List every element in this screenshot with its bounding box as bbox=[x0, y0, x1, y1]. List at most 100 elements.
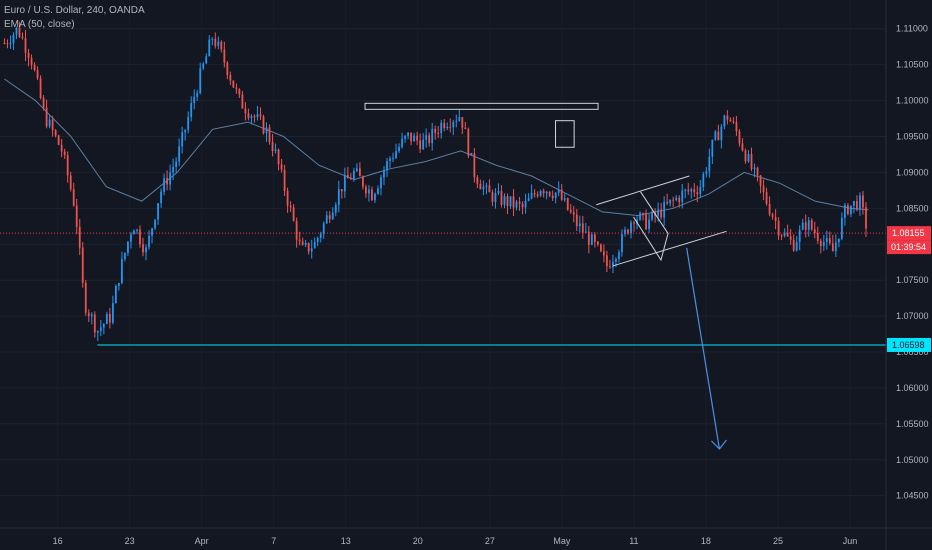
candle-body bbox=[630, 222, 632, 234]
resistance-zone[interactable] bbox=[364, 102, 599, 110]
candle-body bbox=[759, 175, 762, 186]
candle-body bbox=[18, 27, 21, 37]
y-tick-label: 1.11000 bbox=[896, 24, 928, 34]
candle-body bbox=[699, 187, 702, 195]
candle-body bbox=[527, 198, 530, 201]
countdown-tag bbox=[887, 240, 931, 255]
candle-body bbox=[554, 192, 557, 199]
projection-arrow[interactable] bbox=[686, 247, 721, 450]
candle-body bbox=[190, 103, 193, 118]
candle-body bbox=[187, 117, 190, 130]
candle-body bbox=[39, 78, 42, 99]
candle-body bbox=[753, 167, 756, 169]
drawings-layer[interactable] bbox=[0, 102, 886, 450]
candle-body bbox=[494, 193, 497, 202]
candle-body bbox=[425, 135, 428, 140]
candle-body bbox=[337, 189, 340, 205]
candle-body bbox=[157, 203, 159, 220]
candle-body bbox=[533, 193, 536, 195]
candle-body bbox=[142, 244, 144, 253]
candle-body bbox=[639, 213, 641, 220]
candle-body bbox=[672, 199, 675, 201]
flag-pattern[interactable] bbox=[633, 191, 669, 262]
candle-body bbox=[609, 266, 611, 268]
candle-body bbox=[48, 119, 51, 127]
candle-body bbox=[584, 231, 587, 233]
candle-body bbox=[633, 222, 635, 224]
candle-body bbox=[262, 116, 265, 134]
y-tick-label: 1.05000 bbox=[896, 455, 929, 465]
symbol-title: Euro / U.S. Dollar, 240, OANDA bbox=[4, 5, 145, 16]
candle-body bbox=[587, 231, 590, 245]
x-tick-label: Apr bbox=[195, 536, 209, 546]
candle-body bbox=[340, 189, 343, 192]
candle-body bbox=[118, 283, 120, 286]
candle-body bbox=[151, 228, 153, 236]
candle-body bbox=[708, 156, 711, 172]
candle-body bbox=[328, 215, 331, 220]
candle-body bbox=[3, 43, 6, 45]
arrow-head bbox=[711, 439, 727, 450]
candle-body bbox=[220, 41, 223, 50]
channel-upper-line[interactable] bbox=[596, 175, 690, 206]
x-tick-label: 25 bbox=[773, 536, 783, 546]
candle-body bbox=[548, 191, 551, 196]
high-box[interactable] bbox=[555, 120, 575, 148]
candle-body bbox=[865, 207, 867, 229]
y-tick-label: 1.05500 bbox=[896, 419, 929, 429]
candle-body bbox=[461, 117, 464, 128]
candle-body bbox=[51, 119, 54, 131]
candle-body bbox=[615, 258, 617, 262]
candle-body bbox=[831, 243, 834, 252]
candle-body bbox=[331, 212, 334, 220]
candle-body bbox=[283, 169, 286, 192]
candle-body bbox=[702, 173, 705, 188]
ema-line bbox=[4, 78, 869, 217]
candle-body bbox=[130, 234, 132, 242]
candle-body bbox=[250, 116, 253, 118]
candle-body bbox=[12, 34, 15, 44]
candle-body bbox=[371, 189, 373, 201]
candle-body bbox=[358, 168, 361, 177]
candle-body bbox=[729, 119, 732, 122]
candle-body bbox=[208, 39, 211, 57]
candle-body bbox=[99, 327, 102, 331]
candle-body bbox=[792, 239, 795, 251]
candle-body bbox=[479, 183, 482, 190]
candle-body bbox=[834, 242, 837, 252]
candle-body bbox=[362, 176, 364, 187]
candle-body bbox=[822, 242, 825, 247]
candle-body bbox=[42, 98, 45, 108]
candle-body bbox=[325, 215, 328, 224]
candle-body bbox=[45, 107, 48, 127]
candle-body bbox=[24, 38, 27, 53]
candle-body bbox=[744, 150, 747, 162]
y-tick-label: 1.07000 bbox=[896, 311, 929, 321]
candle-body bbox=[316, 237, 319, 243]
candle-body bbox=[407, 132, 409, 136]
candle-body bbox=[60, 144, 63, 152]
candle-body bbox=[365, 186, 367, 194]
candle-body bbox=[127, 241, 129, 253]
candle-body bbox=[66, 155, 69, 176]
current-price-tag bbox=[887, 226, 931, 241]
candle-body bbox=[816, 233, 819, 241]
candle-body bbox=[804, 222, 807, 230]
candle-body bbox=[352, 170, 355, 180]
candle-body bbox=[780, 235, 783, 237]
candle-body bbox=[380, 177, 382, 189]
candle-body bbox=[244, 108, 247, 114]
candle-body bbox=[599, 244, 602, 252]
candle-body bbox=[645, 213, 647, 230]
channel-lower-line[interactable] bbox=[612, 230, 727, 267]
candle-body bbox=[96, 330, 99, 333]
candle-body bbox=[93, 314, 96, 333]
candle-body bbox=[482, 186, 485, 190]
candle-body bbox=[383, 170, 385, 178]
candle-body bbox=[521, 203, 524, 208]
candle-body bbox=[862, 195, 864, 208]
candle-body bbox=[660, 209, 663, 218]
candle-body bbox=[410, 132, 413, 142]
candle-body bbox=[81, 247, 84, 283]
